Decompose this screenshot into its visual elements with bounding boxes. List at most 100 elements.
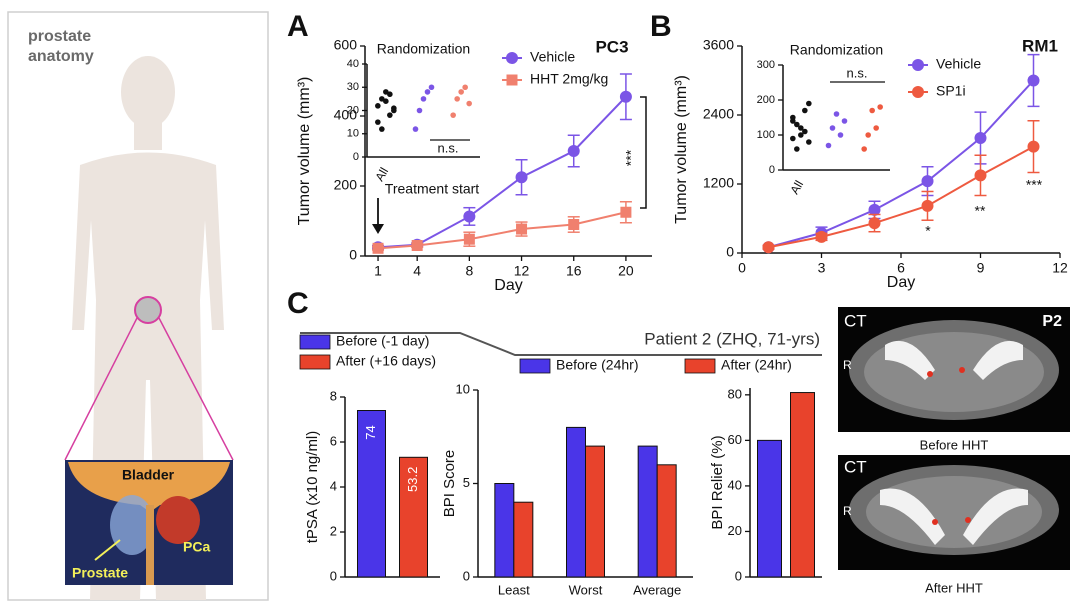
inset-title: Randomization [377, 41, 470, 57]
legend-label: HHT 2mg/kg [530, 71, 608, 87]
bar [566, 426, 586, 578]
y-tick-label: 8 [330, 388, 337, 403]
y-tick-label: 4 [330, 478, 337, 493]
marker [568, 219, 580, 230]
marker [1027, 74, 1040, 87]
dot [458, 89, 464, 95]
tumor [156, 496, 200, 544]
bar [357, 410, 386, 578]
dot [420, 96, 427, 102]
y-tick-label: 0 [353, 151, 359, 163]
dot [375, 119, 381, 125]
marker [815, 230, 828, 243]
series-line [768, 79, 1035, 249]
marker [463, 233, 475, 245]
bar [637, 445, 658, 578]
y-tick-label: 0 [330, 568, 337, 583]
y-tick-label: 6 [330, 433, 337, 448]
bar [790, 392, 815, 578]
legend-swatch [684, 358, 716, 374]
legend-marker [506, 52, 518, 64]
x-axis-title: Day [494, 277, 522, 294]
marker [516, 223, 528, 235]
x-tick-label: 6 [897, 260, 905, 276]
marker [921, 175, 934, 188]
anatomy-label: Bladder [122, 467, 175, 483]
y-axis-title: BPI Relief (%) [709, 435, 726, 529]
urethra [146, 505, 154, 585]
dot [790, 135, 796, 142]
x-tick-label: 8 [465, 263, 473, 279]
dot [790, 114, 796, 121]
x-axis-title: Day [887, 274, 915, 291]
value-label: 74 [363, 425, 378, 439]
y-tick-label: 10 [347, 128, 359, 140]
y-tick-label: 60 [728, 432, 742, 447]
panel-letter: C [287, 287, 309, 320]
dot [387, 112, 393, 118]
x-tick-label: 20 [618, 263, 634, 279]
dot [387, 91, 393, 98]
bar [494, 483, 515, 578]
zoom-line [64, 317, 138, 461]
y-tick-label: 1200 [703, 175, 734, 191]
ct-lesion [932, 519, 938, 525]
marker [619, 90, 632, 103]
legend-swatch [519, 358, 551, 374]
legend-label: Vehicle [936, 56, 981, 72]
bar [585, 445, 605, 578]
y-tick-label: 200 [334, 177, 358, 193]
marker [515, 171, 528, 184]
ct-label: R [843, 504, 852, 518]
dot [829, 125, 836, 131]
dot [424, 89, 431, 95]
anatomy-title: prostate anatomy [28, 28, 94, 65]
dot [806, 100, 812, 107]
marker [372, 242, 384, 254]
dot [428, 84, 435, 91]
legend-label: SP1i [936, 83, 966, 99]
y-tick-label: 200 [757, 94, 775, 106]
annotation: n.s. [438, 140, 459, 155]
y-tick-label: 2400 [703, 106, 734, 122]
series-line [377, 96, 627, 249]
dot [391, 105, 397, 111]
dot [865, 132, 871, 138]
ct-lesion [965, 517, 971, 523]
ct-label: CT [844, 311, 867, 330]
ct-lesion [959, 367, 965, 373]
marker [868, 203, 881, 216]
dot [841, 118, 848, 124]
legend-swatch [299, 354, 331, 370]
dot [798, 125, 804, 131]
ct-caption: After HHT [925, 580, 983, 595]
x-tick-label: 1 [374, 263, 382, 279]
marker [463, 210, 476, 223]
y-tick-label: 40 [728, 477, 742, 492]
y-tick-label: 3600 [703, 37, 734, 53]
y-tick-label: 20 [728, 523, 742, 538]
dot [794, 146, 800, 152]
ct-bone [880, 488, 1028, 545]
bar [656, 464, 677, 578]
x-tick-label: Least [498, 582, 530, 597]
dot [869, 107, 875, 114]
x-tick-label: 4 [413, 263, 421, 279]
annotation: n.s. [847, 65, 868, 80]
dot [416, 107, 423, 114]
y-tick-label: 20 [347, 104, 359, 116]
legend-label: After (24hr) [721, 357, 792, 373]
ct-body [866, 476, 1042, 548]
legend-swatch [299, 334, 331, 350]
prostate [110, 495, 154, 555]
dot [802, 107, 808, 114]
legend-label: Vehicle [530, 49, 575, 65]
marker [974, 132, 987, 144]
bar [757, 439, 782, 578]
dot [833, 111, 840, 117]
y-tick-label: 400 [334, 107, 358, 123]
dot [412, 126, 419, 132]
y-tick-label: 10 [456, 381, 470, 396]
prostate-marker [134, 296, 162, 324]
dot [861, 146, 867, 152]
